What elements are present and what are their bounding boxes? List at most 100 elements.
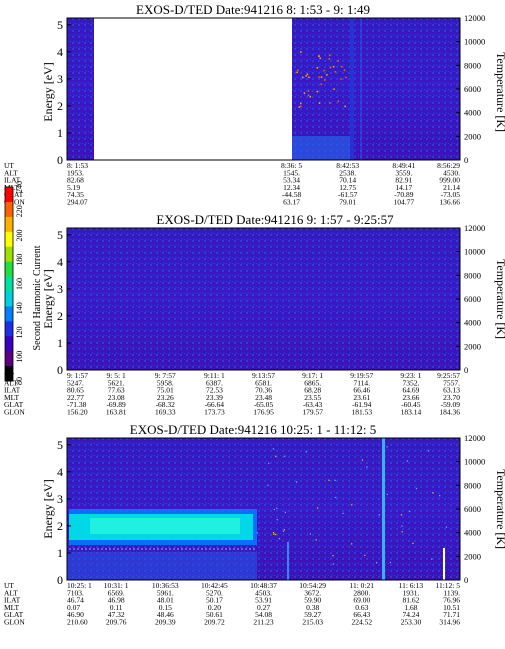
panel-1: EXOS-D/TED Date:941216 8: 1:53 - 9: 1:49… bbox=[4, 2, 505, 207]
panel-3: EXOS-D/TED Date:941216 10:25: 1 - 11:12:… bbox=[4, 422, 505, 627]
orbit-value: 9: 1:57 bbox=[67, 371, 88, 380]
panel-1-dot bbox=[329, 102, 331, 104]
orbit-value: -60.45 bbox=[401, 400, 421, 409]
orbit-value: 46.98 bbox=[108, 596, 125, 605]
panel-3-dot bbox=[272, 448, 275, 450]
panel-1-dot bbox=[303, 92, 306, 94]
panel-3-dot bbox=[445, 526, 448, 528]
panel-2-texture bbox=[67, 228, 460, 370]
orbit-label-ut: UT bbox=[4, 581, 14, 590]
orbit-value: 294.07 bbox=[67, 198, 88, 207]
orbit-value: 50.61 bbox=[206, 610, 223, 619]
orbit-value: 77.63 bbox=[108, 386, 125, 395]
orbit-value: -63.43 bbox=[303, 400, 323, 409]
panel-1-ytick-label: 3 bbox=[57, 72, 63, 86]
orbit-value: 9:13:57 bbox=[252, 371, 275, 380]
orbit-value: -68.32 bbox=[156, 400, 176, 409]
orbit-label-ut: UT bbox=[4, 161, 14, 170]
panel-1-dot bbox=[307, 90, 310, 92]
panel-1-dot bbox=[316, 67, 319, 69]
panel-1-y2tick-label: 4000 bbox=[464, 108, 481, 118]
colorbar-tick-label: 180 bbox=[15, 254, 24, 266]
panel-2-ytick-label: 2 bbox=[57, 309, 63, 323]
orbit-value: 9:19:57 bbox=[350, 371, 373, 380]
colorbar-swatch bbox=[5, 246, 13, 263]
orbit-value: 50.17 bbox=[206, 596, 223, 605]
orbit-value: 5247. bbox=[67, 378, 84, 387]
panel-3-dot bbox=[415, 487, 418, 490]
orbit-value: 14.17 bbox=[395, 183, 412, 192]
orbit-value: 71.71 bbox=[443, 610, 460, 619]
orbit-value: 74.35 bbox=[67, 190, 84, 199]
orbit-value: 10:54:29 bbox=[299, 581, 326, 590]
orbit-value: 8:42:53 bbox=[336, 161, 359, 170]
panel-1-dot bbox=[328, 54, 331, 57]
panel-3-orbit-table: UT 10:25: 1 10:31: 1 10:36:53 10:42:45 10:48:… bbox=[4, 581, 460, 627]
colorbar-swatch bbox=[5, 187, 13, 203]
panel-1-dot bbox=[309, 95, 312, 98]
orbit-value: 46.90 bbox=[67, 610, 84, 619]
panel-1-dot bbox=[318, 76, 321, 78]
colorbar-frame bbox=[4, 186, 14, 382]
panel-3-dot bbox=[342, 512, 344, 514]
orbit-value: -69.89 bbox=[106, 400, 126, 409]
panel-2-heatmap bbox=[66, 227, 461, 371]
orbit-value: -70.89 bbox=[394, 190, 414, 199]
orbit-value: 5958. bbox=[157, 378, 174, 387]
panel-2-y2tick-label: 8000 bbox=[464, 270, 481, 280]
orbit-value: 8:49:41 bbox=[392, 161, 415, 170]
orbit-value: 215.03 bbox=[302, 618, 323, 627]
panel-3-right-axis: 0 2000 4000 6000 8000 10000 12000 bbox=[456, 433, 485, 585]
panel-1-dot bbox=[318, 102, 321, 104]
panel-3-dot bbox=[275, 533, 277, 536]
panel-1-dot bbox=[299, 105, 302, 108]
panel-1-dot bbox=[324, 79, 326, 81]
colorbar-swatches bbox=[5, 187, 13, 382]
panel-1-dot bbox=[343, 69, 346, 71]
orbit-label-mlt: MLT bbox=[4, 603, 20, 612]
panel-3-ytick-label: 3 bbox=[57, 492, 63, 506]
orbit-value: -71.38 bbox=[67, 400, 87, 409]
orbit-value: 81.62 bbox=[402, 596, 419, 605]
panel-3-dot bbox=[278, 538, 281, 540]
colorbar-swatch bbox=[5, 201, 13, 218]
orbit-value: 1.68 bbox=[404, 603, 417, 612]
panel-1-dot bbox=[320, 83, 323, 86]
orbit-value: 3672. bbox=[304, 588, 321, 597]
panel-2-ytick-label: 3 bbox=[57, 282, 63, 296]
orbit-value: 8: 1:53 bbox=[67, 161, 88, 170]
panel-1-dot bbox=[328, 58, 331, 60]
orbit-value: 11:12: 5 bbox=[435, 581, 460, 590]
panel-3-dot bbox=[386, 493, 388, 495]
colorbar-swatch bbox=[5, 231, 13, 248]
orbit-value: 1545. bbox=[283, 168, 300, 177]
orbit-label-ilat: ILAT bbox=[4, 176, 21, 185]
colorbar-tick-label: 240 bbox=[15, 181, 24, 193]
orbit-value: 156.20 bbox=[67, 408, 88, 417]
orbit-value: 0.07 bbox=[67, 603, 80, 612]
panel-3-dot bbox=[378, 514, 380, 516]
orbit-label-glat: GLAT bbox=[4, 400, 24, 409]
orbit-value: 314.96 bbox=[439, 618, 460, 627]
panel-1-dot bbox=[345, 76, 347, 79]
colorbar-tick-label: 200 bbox=[15, 230, 24, 242]
colorbar-swatch bbox=[5, 336, 13, 352]
orbit-value: 1953. bbox=[67, 168, 84, 177]
colorbar-swatch bbox=[5, 291, 13, 307]
panel-3-dot bbox=[256, 532, 259, 534]
colorbar-swatch bbox=[5, 261, 13, 278]
orbit-value: 69.00 bbox=[353, 596, 370, 605]
panel-3-y2tick-label: 10000 bbox=[464, 457, 485, 467]
orbit-value: 10:36:53 bbox=[152, 581, 179, 590]
orbit-label-ut: UT bbox=[4, 371, 14, 380]
orbit-value: 11: 6:13 bbox=[399, 581, 424, 590]
panel-2-ylabel: Energy [eV] bbox=[41, 269, 55, 328]
panel-1-vertical-streak bbox=[360, 18, 362, 160]
orbit-value: 7557. bbox=[443, 378, 460, 387]
orbit-label-alt: ALT bbox=[4, 378, 18, 387]
panel-3-dot bbox=[273, 508, 276, 511]
panel-1-dot bbox=[344, 105, 346, 108]
orbit-value: 12.34 bbox=[283, 183, 300, 192]
orbit-value: 48.01 bbox=[157, 596, 174, 605]
panel-3-left-axis: 0 1 2 3 4 5 bbox=[57, 438, 71, 587]
